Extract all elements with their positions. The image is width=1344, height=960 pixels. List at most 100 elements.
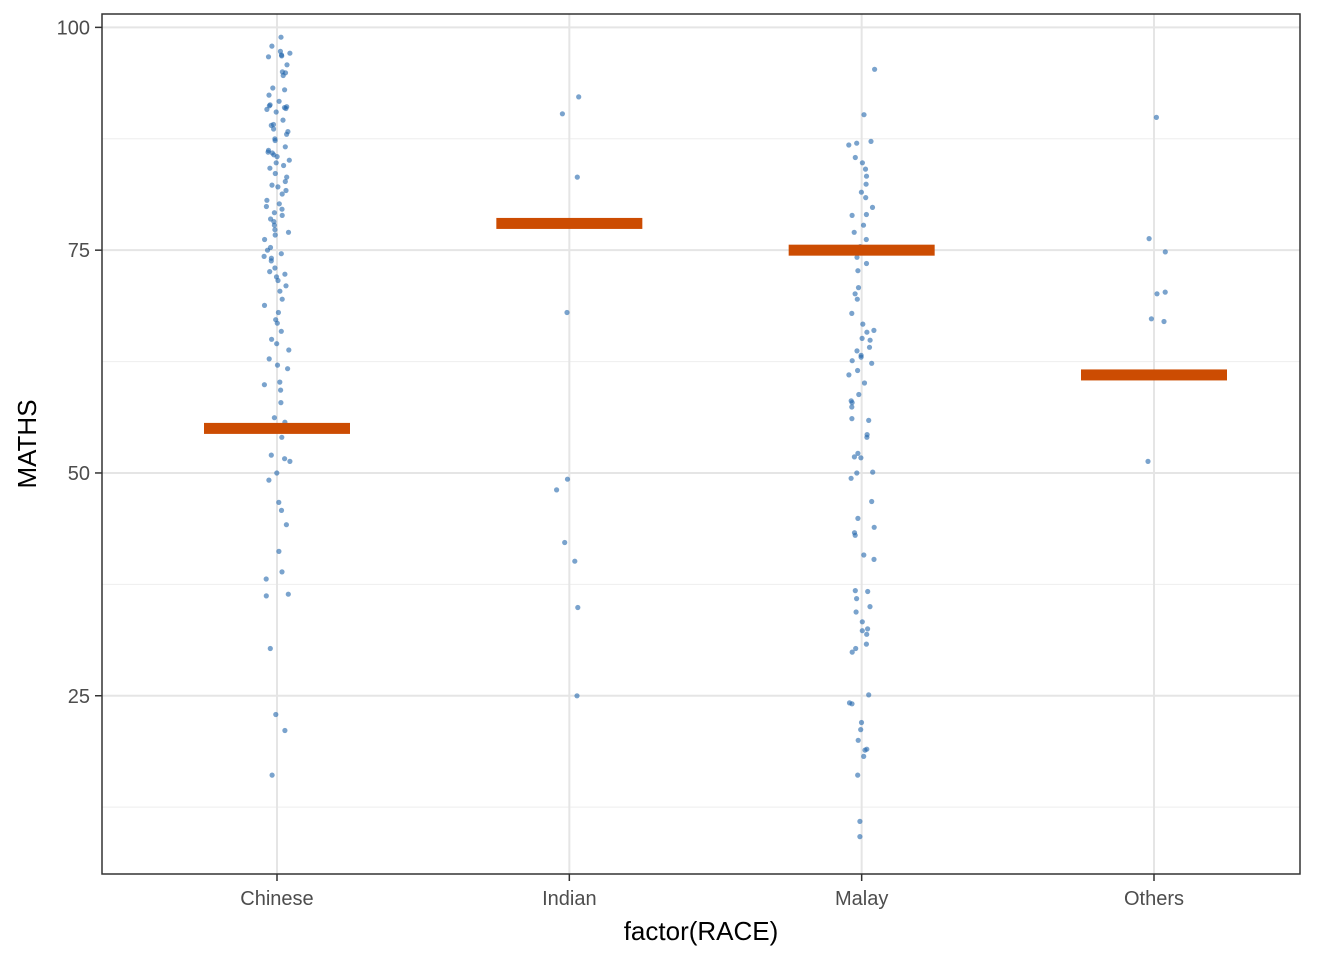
- data-point: [866, 692, 872, 698]
- data-point: [564, 309, 570, 316]
- data-point: [1154, 291, 1160, 297]
- data-point: [285, 366, 291, 372]
- data-point: [851, 229, 857, 235]
- data-point: [276, 201, 282, 207]
- data-point: [269, 182, 275, 188]
- data-point: [279, 434, 285, 440]
- data-point: [863, 195, 869, 201]
- data-point: [855, 515, 861, 522]
- data-point: [271, 222, 277, 228]
- data-point: [1153, 114, 1159, 120]
- mean-bars: [204, 217, 1227, 434]
- data-point: [277, 288, 283, 294]
- data-point: [267, 645, 273, 652]
- data-point: [869, 204, 876, 210]
- data-point: [261, 253, 267, 259]
- data-point: [273, 109, 279, 115]
- data-point: [861, 753, 867, 760]
- data-point: [862, 166, 869, 172]
- data-point: [564, 476, 571, 482]
- data-point: [275, 277, 281, 284]
- data-point: [269, 772, 275, 778]
- data-point: [278, 507, 285, 513]
- data-point: [271, 415, 277, 421]
- data-point: [857, 834, 863, 840]
- data-point: [261, 302, 268, 308]
- data-point: [854, 140, 860, 146]
- y-tick-label: 25: [68, 686, 90, 708]
- data-point: [281, 162, 287, 169]
- data-point: [1148, 316, 1154, 322]
- data-point: [859, 160, 866, 166]
- data-point: [269, 43, 275, 49]
- data-point: [574, 174, 580, 180]
- data-point: [855, 285, 862, 291]
- data-point: [864, 434, 870, 440]
- data-point: [846, 372, 852, 378]
- data-point: [868, 138, 874, 144]
- data-point: [854, 596, 860, 602]
- minor-gridlines: [102, 138, 1300, 808]
- x-axis-title: factor(RACE): [624, 916, 779, 946]
- data-point: [279, 206, 285, 212]
- data-point: [266, 356, 272, 362]
- data-point: [849, 358, 855, 364]
- data-point: [287, 458, 293, 464]
- data-point: [275, 309, 281, 316]
- data-point: [574, 693, 580, 699]
- data-point: [271, 126, 277, 132]
- data-point: [283, 105, 289, 112]
- data-point: [272, 137, 278, 144]
- data-point: [851, 454, 858, 460]
- data-point: [869, 360, 875, 366]
- data-point: [863, 181, 869, 187]
- data-point: [271, 210, 277, 216]
- data-point: [865, 588, 871, 595]
- data-point: [869, 498, 875, 505]
- data-point: [576, 94, 582, 100]
- x-tick-label: Others: [1124, 888, 1184, 910]
- data-point: [284, 62, 290, 68]
- data-point: [279, 569, 285, 575]
- data-point: [266, 477, 272, 483]
- data-point: [858, 354, 864, 360]
- y-axis-title: MATHS: [12, 399, 42, 488]
- data-point: [863, 211, 870, 218]
- data-point: [272, 265, 278, 271]
- data-point: [272, 227, 278, 233]
- data-point: [263, 576, 269, 582]
- data-point: [861, 552, 867, 558]
- data-point: [863, 260, 870, 267]
- data-point: [854, 348, 860, 354]
- mean-bar: [496, 217, 643, 229]
- data-point: [859, 628, 865, 634]
- data-point: [278, 387, 284, 393]
- data-point: [854, 254, 860, 260]
- data-point: [285, 591, 291, 597]
- data-point: [268, 258, 274, 264]
- mean-bar: [1081, 369, 1227, 381]
- data-point: [283, 522, 289, 528]
- data-point: [855, 450, 861, 456]
- data-point: [277, 379, 283, 385]
- data-point: [866, 417, 872, 423]
- data-point: [863, 641, 870, 647]
- data-point: [275, 184, 281, 190]
- data-point: [270, 85, 276, 91]
- data-point: [264, 247, 271, 253]
- data-point: [273, 160, 279, 166]
- data-point: [867, 337, 873, 343]
- y-tick-label: 50: [68, 463, 90, 485]
- data-point: [861, 112, 867, 118]
- data-point: [274, 320, 280, 326]
- data-point: [282, 178, 288, 185]
- data-point: [862, 747, 868, 753]
- data-point: [855, 268, 861, 274]
- data-point: [849, 310, 855, 316]
- data-point: [849, 212, 855, 218]
- data-point: [1161, 318, 1167, 325]
- data-point: [864, 329, 870, 335]
- data-point: [263, 203, 269, 210]
- data-point: [272, 170, 278, 177]
